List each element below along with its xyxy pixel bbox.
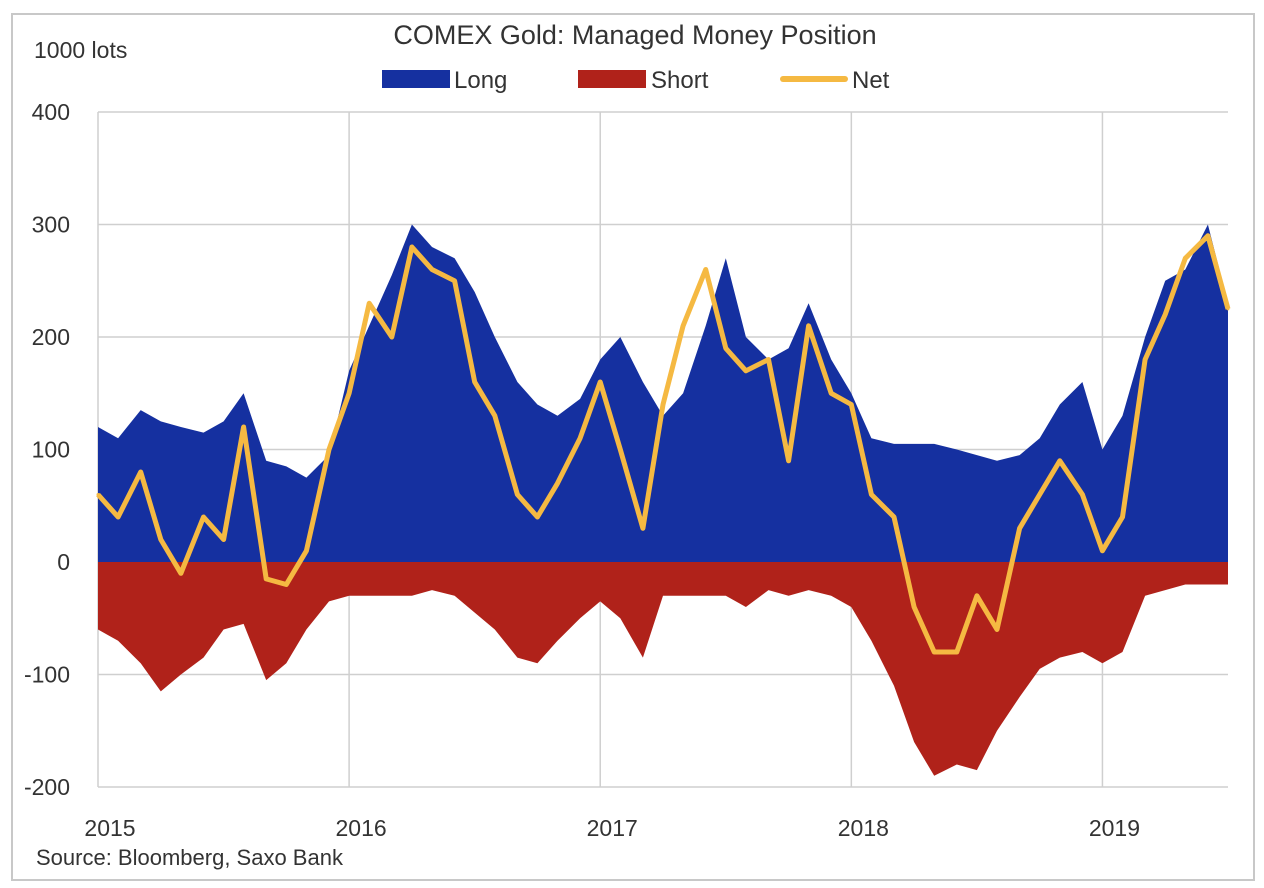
- net-point: [1018, 526, 1022, 530]
- net-point: [932, 650, 936, 654]
- net-point: [661, 403, 665, 406]
- y-axis-label: 1000 lots: [34, 37, 127, 63]
- net-point: [1121, 515, 1125, 519]
- y-tick-label: -200: [24, 774, 70, 800]
- net-point: [304, 549, 308, 553]
- y-tick-label: -100: [24, 662, 70, 688]
- net-point: [139, 470, 143, 474]
- net-point: [390, 335, 394, 339]
- net-point: [493, 414, 497, 418]
- net-point: [556, 481, 560, 485]
- legend-label-net: Net: [852, 67, 890, 94]
- net-point: [1143, 358, 1147, 361]
- net-point: [1080, 493, 1084, 496]
- net-point: [744, 369, 748, 373]
- net-point: [159, 538, 163, 541]
- plot-area: [96, 224, 1231, 776]
- net-point: [724, 346, 728, 350]
- net-point: [410, 245, 414, 249]
- net-point: [284, 583, 288, 586]
- net-point: [1058, 459, 1062, 463]
- net-point: [473, 380, 477, 384]
- net-point: [96, 493, 100, 496]
- net-point: [222, 538, 226, 541]
- net-point: [869, 493, 873, 496]
- y-tick-label: 400: [32, 99, 70, 125]
- net-point: [681, 324, 685, 328]
- net-point: [264, 577, 268, 581]
- x-tick-label: 2015: [84, 815, 135, 841]
- long-area: [98, 224, 1228, 562]
- net-point: [1226, 307, 1230, 311]
- net-point: [453, 279, 457, 283]
- net-point: [327, 448, 331, 451]
- net-point: [1183, 256, 1187, 260]
- net-point: [116, 515, 120, 519]
- y-tick-label: 300: [32, 212, 70, 238]
- legend: Long Short Net: [382, 67, 890, 94]
- net-point: [829, 391, 833, 395]
- legend-swatch-net: [780, 76, 848, 82]
- net-point: [179, 571, 183, 575]
- net-point: [347, 391, 351, 395]
- net-point: [598, 380, 602, 384]
- net-point: [515, 493, 519, 496]
- legend-swatch-long: [382, 70, 450, 88]
- x-tick-label: 2018: [838, 815, 889, 841]
- y-tick-label: 100: [32, 437, 70, 463]
- net-point: [367, 301, 371, 305]
- net-point: [641, 526, 645, 530]
- net-point: [578, 436, 582, 440]
- net-point: [242, 425, 246, 429]
- net-point: [1100, 549, 1104, 553]
- net-point: [1163, 313, 1167, 316]
- net-point: [618, 448, 622, 451]
- x-tick-label: 2016: [336, 815, 387, 841]
- net-point: [955, 650, 959, 654]
- axes: 400 300 200 100 0 -100 -200 2015 2016 2017 2018 201…: [24, 99, 1140, 841]
- legend-swatch-short: [578, 70, 646, 88]
- net-point: [704, 268, 708, 271]
- net-point: [430, 268, 434, 271]
- x-tick-label: 2019: [1089, 815, 1140, 841]
- chart-title: COMEX Gold: Managed Money Position: [393, 20, 876, 50]
- source-note: Source: Bloomberg, Saxo Bank: [36, 845, 344, 870]
- net-point: [201, 515, 205, 519]
- y-tick-label: 0: [57, 549, 70, 575]
- net-point: [995, 628, 999, 631]
- net-point: [849, 403, 853, 406]
- net-point: [1038, 493, 1042, 496]
- short-area: [98, 562, 1228, 776]
- net-point: [535, 515, 539, 519]
- legend-label-short: Short: [651, 67, 709, 94]
- net-point: [892, 515, 896, 519]
- net-point: [807, 324, 811, 328]
- net-point: [766, 358, 770, 361]
- x-tick-label: 2017: [587, 815, 638, 841]
- net-point: [975, 594, 979, 598]
- net-point: [1206, 234, 1210, 238]
- legend-label-long: Long: [454, 67, 507, 94]
- net-point: [912, 605, 916, 609]
- y-tick-label: 200: [32, 324, 70, 350]
- net-point: [787, 459, 791, 463]
